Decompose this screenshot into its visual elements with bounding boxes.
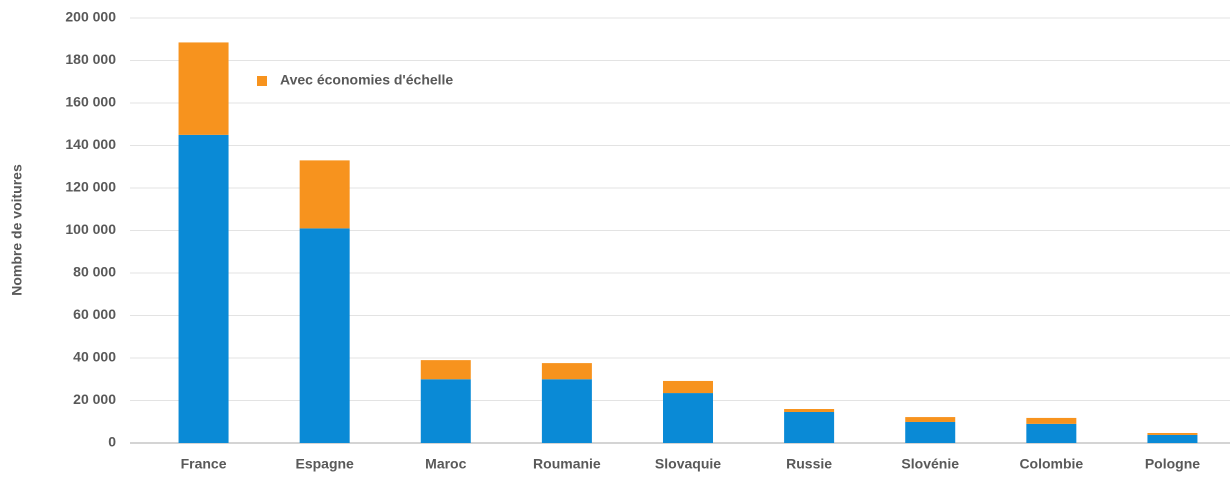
- x-tick-label: Slovaquie: [655, 456, 721, 472]
- bar-segment: [663, 393, 713, 443]
- y-tick-label: 120 000: [65, 179, 116, 195]
- x-tick-label: Russie: [786, 456, 832, 472]
- y-tick-label: 60 000: [73, 306, 116, 322]
- bar-segment: [178, 134, 229, 443]
- bar-segment: [541, 363, 592, 380]
- bar-segment: [420, 360, 471, 380]
- bar-segment: [299, 228, 350, 443]
- bar-segment: [420, 379, 471, 443]
- bar-segment: [178, 42, 229, 135]
- x-tick-label: Roumanie: [533, 456, 601, 472]
- bar-segment: [784, 411, 835, 443]
- legend-swatch: [257, 76, 267, 86]
- bar-segment: [1147, 433, 1198, 435]
- legend-label: Avec économies d'échelle: [280, 72, 453, 88]
- y-axis-label: Nombre de voitures: [9, 164, 25, 296]
- x-tick-label: Slovénie: [901, 456, 959, 472]
- bar-segment: [663, 380, 713, 394]
- y-tick-label: 0: [108, 434, 116, 450]
- x-tick-label: Espagne: [295, 456, 354, 472]
- bar-segment: [541, 379, 592, 443]
- y-tick-label: 40 000: [73, 349, 116, 365]
- y-tick-label: 80 000: [73, 264, 116, 280]
- y-tick-label: 100 000: [65, 221, 116, 237]
- x-tick-label: Maroc: [425, 456, 466, 472]
- bar-segment: [905, 421, 956, 443]
- x-tick-label: Pologne: [1145, 456, 1200, 472]
- bar-segment: [1026, 423, 1077, 443]
- x-tick-label: Colombie: [1019, 456, 1083, 472]
- bar-segment: [1026, 417, 1077, 424]
- bar-segment: [299, 160, 350, 229]
- bar-segment: [1147, 434, 1198, 443]
- x-tick-label: France: [181, 456, 227, 472]
- bar-segment: [784, 409, 835, 412]
- bar-segment: [905, 417, 956, 422]
- y-tick-label: 180 000: [65, 51, 116, 67]
- y-tick-label: 140 000: [65, 136, 116, 152]
- y-tick-label: 160 000: [65, 94, 116, 110]
- y-tick-label: 200 000: [65, 9, 116, 25]
- y-tick-label: 20 000: [73, 391, 116, 407]
